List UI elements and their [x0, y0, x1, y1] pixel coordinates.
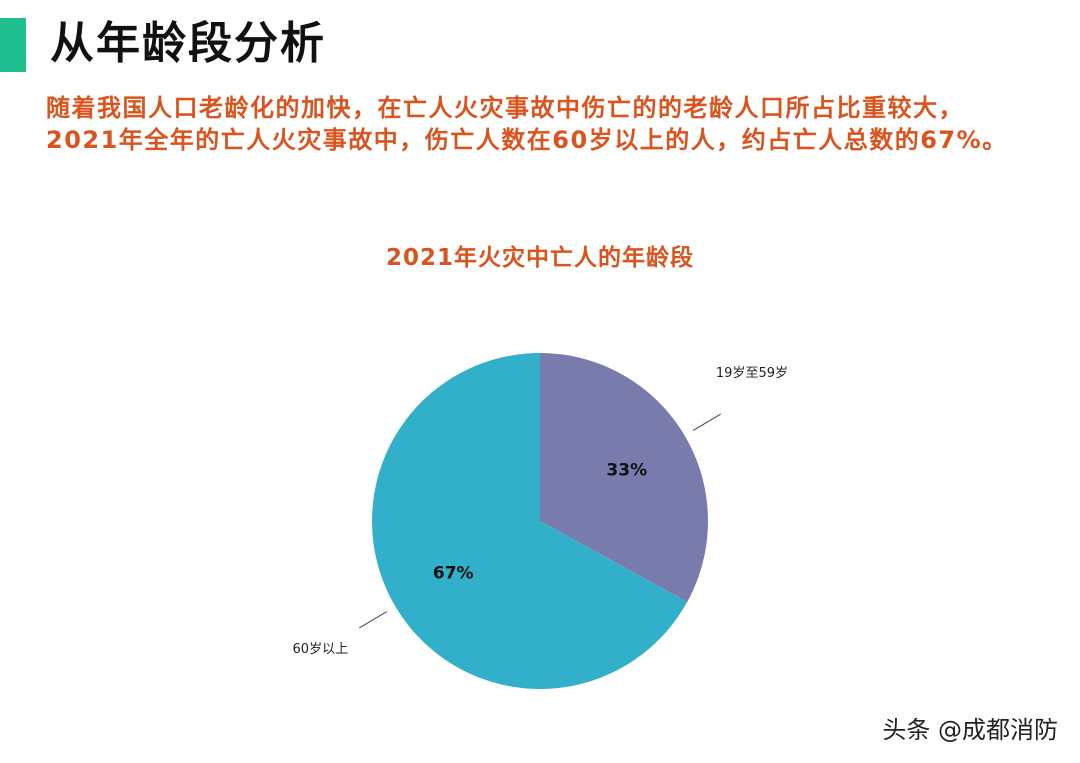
title-accent-bar	[0, 18, 26, 72]
pie-leader-line-2	[358, 611, 388, 629]
page-title: 从年龄段分析	[50, 18, 326, 69]
pie-data-label-1: 33%	[606, 461, 647, 481]
pie-slice-2	[372, 353, 688, 690]
pie-leader-line-1	[692, 413, 722, 431]
watermark: 头条 @成都消防	[882, 716, 1058, 744]
pie-category-label-1: 19岁至59岁	[716, 366, 788, 381]
pie-category-label-2: 60岁以上	[293, 642, 349, 657]
pie-data-label-2: 67%	[433, 563, 474, 583]
chart-title: 2021年火灾中亡人的年龄段	[385, 245, 694, 271]
intro-paragraph: 随着我国人口老龄化的加快，在亡人火灾事故中伤亡的的老龄人口所占比重较大，2021…	[46, 94, 1008, 154]
pie-slice-1	[540, 353, 709, 602]
